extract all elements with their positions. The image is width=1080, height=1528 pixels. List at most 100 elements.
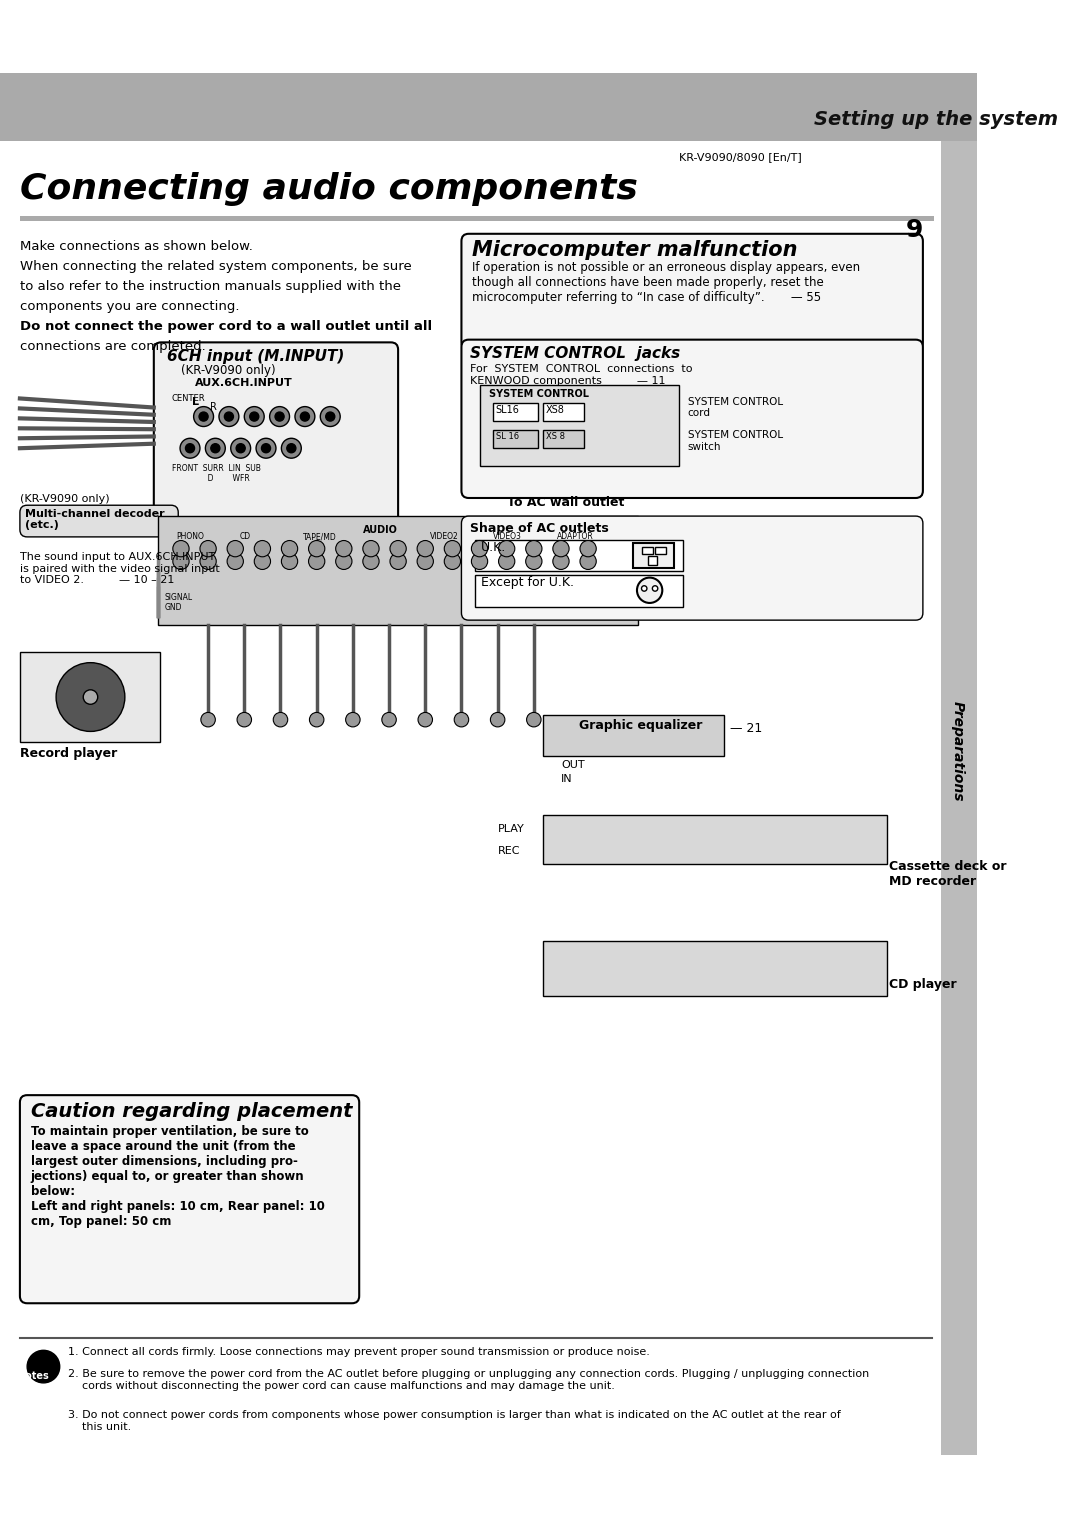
Circle shape xyxy=(282,439,301,458)
Bar xyxy=(19,652,160,743)
Text: SYSTEM CONTROL  jacks: SYSTEM CONTROL jacks xyxy=(471,345,680,361)
Circle shape xyxy=(193,406,214,426)
Circle shape xyxy=(336,541,352,556)
Text: PLAY: PLAY xyxy=(498,824,525,834)
Text: (KR-V9090 only): (KR-V9090 only) xyxy=(19,495,109,504)
FancyBboxPatch shape xyxy=(153,342,399,532)
Bar xyxy=(543,814,887,865)
Circle shape xyxy=(309,553,325,570)
Circle shape xyxy=(205,439,226,458)
Circle shape xyxy=(173,541,189,556)
Text: CENTER: CENTER xyxy=(172,394,205,403)
Text: For  SYSTEM  CONTROL  connections  to
KENWOOD components          — 11: For SYSTEM CONTROL connections to KENWOO… xyxy=(471,364,693,385)
Text: KR-V9090/8090 [En/T]: KR-V9090/8090 [En/T] xyxy=(678,153,801,162)
Bar xyxy=(633,544,674,568)
Circle shape xyxy=(270,406,289,426)
Text: REC: REC xyxy=(498,847,521,856)
Circle shape xyxy=(249,413,259,422)
Circle shape xyxy=(471,553,488,570)
Circle shape xyxy=(444,541,460,556)
Circle shape xyxy=(417,541,433,556)
Circle shape xyxy=(321,406,340,426)
Text: Multi-channel decoder
(etc.): Multi-channel decoder (etc.) xyxy=(25,509,165,530)
Circle shape xyxy=(363,541,379,556)
Text: R: R xyxy=(210,402,217,413)
Text: Make connections as shown below.: Make connections as shown below. xyxy=(19,240,253,254)
Circle shape xyxy=(455,712,469,727)
Text: — 21: — 21 xyxy=(730,723,762,735)
Text: Record player: Record player xyxy=(19,747,117,759)
Text: AUDIO: AUDIO xyxy=(363,526,397,535)
Text: SL16: SL16 xyxy=(496,405,519,414)
Circle shape xyxy=(382,712,396,727)
Circle shape xyxy=(219,406,239,426)
Text: To maintain proper ventilation, be sure to
leave a space around the unit (from t: To maintain proper ventilation, be sure … xyxy=(30,1125,325,1229)
Bar xyxy=(494,429,538,448)
Circle shape xyxy=(273,712,287,727)
Bar xyxy=(643,547,653,555)
Bar xyxy=(543,429,583,448)
Bar xyxy=(941,141,977,1455)
Bar xyxy=(475,539,684,571)
Text: OUT: OUT xyxy=(561,761,584,770)
FancyBboxPatch shape xyxy=(19,1096,360,1303)
Circle shape xyxy=(490,712,504,727)
Text: Setting up the system: Setting up the system xyxy=(814,110,1058,130)
Circle shape xyxy=(199,413,208,422)
Bar xyxy=(159,516,638,625)
Circle shape xyxy=(227,553,243,570)
Text: Notes: Notes xyxy=(16,1371,49,1381)
Text: Connecting audio components: Connecting audio components xyxy=(19,173,638,206)
Circle shape xyxy=(336,553,352,570)
Circle shape xyxy=(282,553,298,570)
Circle shape xyxy=(580,553,596,570)
Bar xyxy=(480,385,678,466)
Text: SYSTEM CONTROL
switch: SYSTEM CONTROL switch xyxy=(688,429,783,452)
Text: 9: 9 xyxy=(905,217,923,241)
Text: Cassette deck or
MD recorder: Cassette deck or MD recorder xyxy=(889,860,1005,888)
Circle shape xyxy=(526,541,542,556)
Text: Caution regarding placement: Caution regarding placement xyxy=(30,1102,352,1122)
Circle shape xyxy=(275,413,284,422)
Circle shape xyxy=(225,413,233,422)
Text: XS 8: XS 8 xyxy=(545,432,565,442)
Circle shape xyxy=(444,553,460,570)
Circle shape xyxy=(642,585,647,591)
Circle shape xyxy=(56,663,125,732)
Circle shape xyxy=(256,439,276,458)
Text: U.K.: U.K. xyxy=(482,541,507,555)
Bar xyxy=(656,547,666,555)
Circle shape xyxy=(526,553,542,570)
Bar xyxy=(475,575,684,607)
Text: 3. Do not connect power cords from components whose power consumption is larger : 3. Do not connect power cords from compo… xyxy=(68,1410,840,1432)
Circle shape xyxy=(390,553,406,570)
Text: 6CH input (M.INPUT): 6CH input (M.INPUT) xyxy=(167,348,345,364)
Circle shape xyxy=(418,712,432,727)
Bar xyxy=(0,73,977,141)
Circle shape xyxy=(173,553,189,570)
Bar xyxy=(159,516,638,625)
Text: AUX.6CH.INPUT: AUX.6CH.INPUT xyxy=(194,377,293,388)
Text: SIGNAL
GND: SIGNAL GND xyxy=(164,593,193,613)
Circle shape xyxy=(237,712,252,727)
Circle shape xyxy=(201,712,215,727)
Circle shape xyxy=(200,553,216,570)
Text: 1. Connect all cords firmly. Loose connections may prevent proper sound transmis: 1. Connect all cords firmly. Loose conne… xyxy=(68,1346,650,1357)
Text: SYSTEM CONTROL: SYSTEM CONTROL xyxy=(488,390,589,399)
Text: VIDEO3: VIDEO3 xyxy=(494,532,522,541)
Circle shape xyxy=(580,541,596,556)
Circle shape xyxy=(180,439,200,458)
Bar xyxy=(494,403,538,422)
Circle shape xyxy=(553,553,569,570)
Text: Shape of AC outlets: Shape of AC outlets xyxy=(471,521,609,535)
Text: CD player: CD player xyxy=(889,978,956,990)
Circle shape xyxy=(254,553,270,570)
Circle shape xyxy=(417,553,433,570)
Circle shape xyxy=(326,413,335,422)
Text: Preparations: Preparations xyxy=(950,701,964,802)
Bar xyxy=(543,941,887,996)
Circle shape xyxy=(346,712,360,727)
Circle shape xyxy=(499,553,515,570)
Text: to also refer to the instruction manuals supplied with the: to also refer to the instruction manuals… xyxy=(19,280,401,293)
Circle shape xyxy=(282,541,298,556)
